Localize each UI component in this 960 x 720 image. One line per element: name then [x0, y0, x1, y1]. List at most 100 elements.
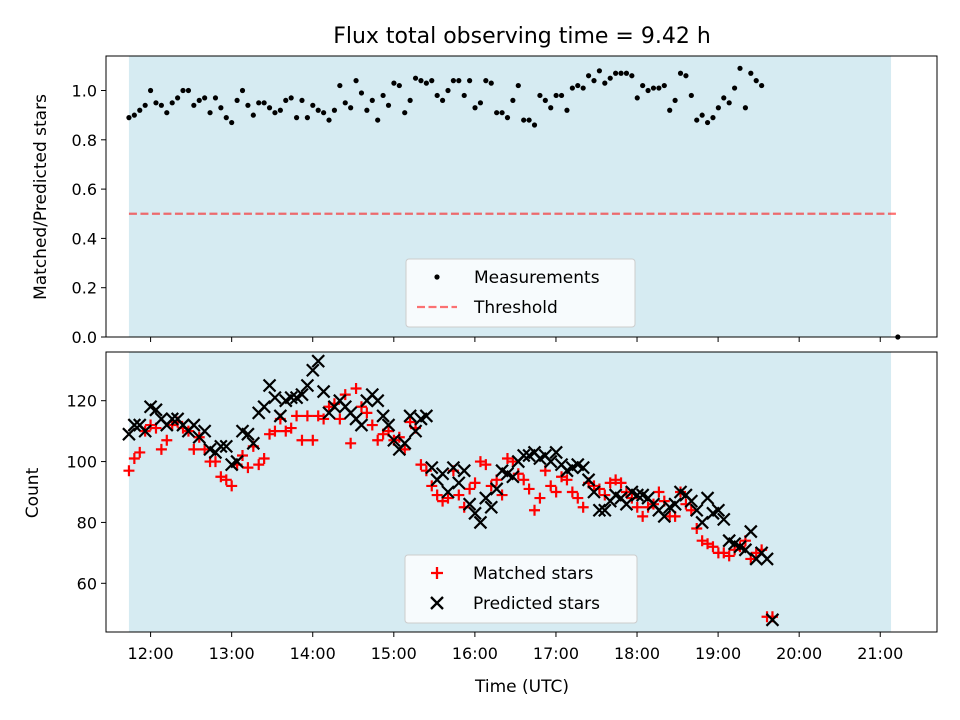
matched-star-point [372, 434, 384, 446]
measurement-point [515, 82, 521, 89]
predicted-star-point [484, 500, 499, 514]
x-tick-label: 17:00 [533, 644, 579, 663]
matched-star-point [415, 459, 427, 471]
measurement-point [229, 119, 235, 126]
measurement-point [445, 87, 451, 94]
x-tick-label: 20:00 [776, 644, 822, 663]
matched-star-point [453, 489, 465, 501]
predicted-star-point [435, 466, 450, 481]
measurement-point [721, 95, 727, 101]
matched-star-point [242, 462, 254, 474]
measurement-point [180, 87, 186, 94]
measurement-point [218, 105, 224, 111]
measurement-point [715, 105, 721, 111]
measurement-point [699, 112, 705, 118]
predicted-star-point [424, 460, 439, 475]
measurement-point [185, 87, 192, 94]
measurement-point [623, 70, 630, 76]
matched-star-point [442, 492, 454, 504]
matched-star-point [161, 434, 173, 446]
measurement-point [483, 78, 489, 84]
predicted-star-point [138, 424, 152, 438]
x-tick-label: 14:00 [290, 644, 336, 663]
predicted-star-point [127, 418, 142, 432]
predicted-star-point [122, 427, 136, 441]
measurement-point [521, 117, 527, 123]
measurement-point [488, 80, 494, 86]
predicted-star-point [441, 485, 455, 499]
predicted-star-point [668, 497, 682, 511]
y-tick-label: 0.4 [72, 229, 97, 248]
predicted-star-point [479, 491, 493, 505]
measurement-point [656, 85, 662, 91]
y-tick-label: 1.0 [72, 82, 97, 101]
measurement-point [147, 87, 154, 94]
y-tick-label: 0.2 [72, 279, 97, 298]
y-tick-label: 0.8 [72, 131, 97, 150]
matched-star-point [285, 422, 297, 434]
predicted-star-point [452, 476, 466, 490]
predicted-star-point [214, 439, 228, 454]
predicted-star-point [419, 409, 434, 423]
predicted-star-point [689, 503, 704, 518]
predicted-star-point [187, 418, 201, 432]
predicted-star-point [257, 400, 271, 414]
matched-star-point [529, 504, 541, 516]
y-tick-label: 100 [66, 453, 97, 472]
legend-threshold: Threshold [473, 298, 558, 318]
measurement-point [629, 73, 635, 79]
measurement-point [499, 110, 505, 116]
measurement-point [704, 119, 711, 126]
matched-star-point [226, 480, 238, 492]
measurement-point [650, 85, 657, 91]
predicted-star-point [262, 378, 277, 393]
predicted-star-point [408, 424, 423, 438]
measurement-point [710, 115, 716, 121]
matched-star-point [561, 474, 573, 486]
predicted-star-point [316, 384, 331, 399]
predicted-star-point [165, 412, 179, 426]
measurement-point [272, 110, 278, 116]
measurement-point [742, 105, 749, 111]
matched-star-point [291, 410, 303, 422]
measurement-point [737, 65, 743, 71]
x-tick-label: 18:00 [614, 644, 660, 663]
predicted-star-point [446, 460, 461, 475]
measurement-point [407, 97, 413, 103]
matched-star-point [399, 443, 411, 455]
measurement-point [531, 122, 538, 128]
predicted-star-point [397, 436, 412, 451]
measurement-point [759, 82, 765, 89]
measurement-point [385, 102, 392, 108]
matched-star-point [220, 474, 232, 486]
measurement-point [412, 75, 419, 81]
predicted-star-point [717, 512, 731, 527]
ratio-panel-frame [105, 55, 938, 338]
y-tick-label: 120 [66, 392, 97, 411]
measurement-point [558, 92, 565, 99]
measurement-point [212, 95, 219, 101]
measurement-point [575, 82, 581, 89]
count-panel-ticks: 60 80 100 120 12:00 13:00 14:00 15:00 16:00 17:00… [66, 392, 903, 663]
matched-star-point [301, 410, 313, 422]
measurement-point [348, 105, 354, 111]
x-tick-label: 15:00 [371, 644, 417, 663]
measurement-point [439, 97, 446, 103]
matched-star-point [534, 492, 546, 504]
predicted-star-point [630, 488, 645, 502]
measurement-point [434, 92, 440, 99]
matched-star-point [269, 425, 281, 437]
matched-star-point [350, 383, 362, 395]
measurement-point [277, 107, 283, 113]
measurement-point [342, 100, 348, 106]
matched-star-point [480, 459, 492, 471]
measurement-point [602, 80, 608, 86]
matched-star-point [134, 446, 146, 458]
measurement-point [477, 100, 484, 106]
predicted-star-point [149, 403, 163, 417]
measurement-point [564, 107, 570, 113]
predicted-star-point [295, 387, 309, 402]
matched-star-point [128, 453, 140, 465]
measurement-point [142, 102, 148, 108]
